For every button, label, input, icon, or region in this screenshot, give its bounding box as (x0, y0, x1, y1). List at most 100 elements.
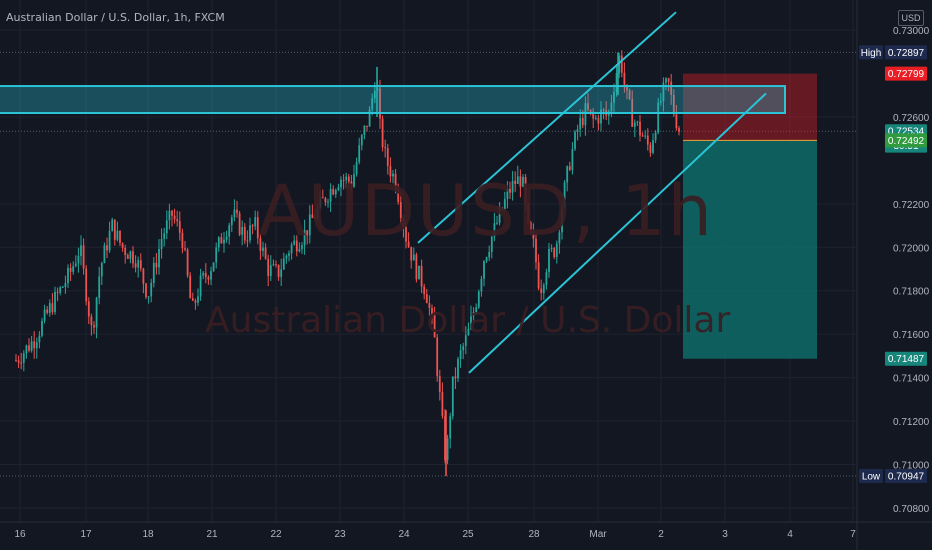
candle-body (38, 335, 41, 343)
candle-body (61, 286, 64, 288)
candle-body (597, 117, 600, 124)
candle-body (74, 263, 77, 266)
candle-body (124, 247, 127, 256)
candle-body (662, 82, 665, 101)
price-label-box (885, 45, 927, 60)
candle-body (59, 287, 62, 293)
candle-body (516, 176, 519, 184)
x-tick-label: 24 (398, 529, 410, 540)
candle-body (82, 245, 85, 269)
candle-body (405, 227, 407, 242)
candle-body (186, 249, 189, 276)
candle-body (80, 245, 82, 256)
candle-body (594, 117, 597, 119)
y-tick-label: 0.71000 (893, 461, 930, 472)
candle-body (241, 226, 244, 235)
candle-body (438, 376, 441, 393)
candle-body (25, 345, 28, 354)
y-tick-label: 0.72600 (893, 113, 930, 124)
candle-body (67, 267, 69, 284)
price-label-box (885, 469, 927, 484)
candle-body (290, 244, 293, 254)
candle-body (129, 251, 132, 259)
price-axis: 0.73000 0.72600 0.72200 0.72000 0.71800 0.716… (856, 0, 930, 550)
y-tick-label: 0.73000 (893, 26, 930, 37)
candle-body (51, 303, 54, 313)
candle-body (347, 176, 350, 182)
candle-body (646, 135, 649, 145)
candle-body (163, 233, 166, 239)
candle-body (654, 132, 657, 141)
candle-body (392, 173, 394, 177)
candle-body (581, 117, 584, 126)
candle-body (87, 301, 90, 317)
candle-body (236, 209, 238, 214)
y-tick-label: 0.71200 (893, 417, 930, 428)
x-tick-label: Mar (589, 529, 607, 540)
candle-body (509, 188, 511, 193)
candle-body (389, 165, 392, 177)
x-tick-label: 4 (787, 529, 793, 540)
drawings (0, 11, 786, 374)
candle-body (217, 237, 220, 248)
candle-body (85, 268, 88, 302)
candle-body (407, 241, 410, 247)
candle-body (228, 225, 231, 237)
candle-body (54, 291, 56, 313)
currency-button[interactable]: USD (898, 10, 924, 26)
candle-body (485, 257, 488, 262)
candle-body (397, 189, 400, 203)
candle-body (353, 174, 355, 187)
y-tick-label: 0.72200 (893, 200, 930, 211)
x-tick-label: 7 (850, 529, 856, 540)
candle-body (431, 307, 433, 315)
candle-body (553, 248, 556, 258)
candle-body (522, 176, 524, 187)
candle-body (636, 121, 639, 123)
candle-body (600, 109, 602, 124)
candle-body (121, 243, 124, 248)
candle-body (207, 277, 210, 280)
candle-body (334, 190, 337, 195)
candle-body (574, 131, 576, 150)
x-tick-label: 3 (722, 529, 728, 540)
candle-body (558, 232, 561, 244)
candle-body (269, 265, 272, 277)
candle-body (238, 213, 241, 235)
candle-body (678, 128, 680, 132)
candle-body (639, 121, 641, 136)
candle-body (464, 335, 467, 347)
candle-body (194, 300, 197, 303)
candle-body (602, 109, 605, 111)
candle-body (314, 218, 316, 220)
candle-body (667, 78, 670, 82)
candle-body (529, 222, 532, 233)
candle-body (116, 230, 119, 240)
candle-body (288, 253, 290, 256)
candle-body (340, 179, 342, 188)
candle-body (561, 206, 563, 233)
candle-body (293, 240, 296, 245)
candle-body (319, 197, 322, 208)
target-zone (683, 140, 817, 359)
price-label-value: 0.72897 (888, 48, 925, 59)
candle-body (579, 117, 582, 130)
candle-body (46, 309, 49, 313)
candle-body (454, 376, 457, 379)
candle-body (449, 416, 452, 439)
candle-body (626, 84, 628, 91)
candle-body (28, 345, 30, 351)
candle-body (368, 109, 371, 127)
candle-body (620, 55, 623, 73)
y-tick-label: 0.70800 (893, 504, 930, 515)
candle-body (675, 114, 678, 129)
candles (15, 50, 680, 477)
price-label-value: 0.72492 (888, 136, 925, 147)
candle-body (665, 78, 667, 83)
candle-body (446, 438, 449, 461)
candle-body (652, 140, 654, 153)
candle-body (30, 341, 33, 351)
candle-body (467, 328, 470, 336)
candle-body (282, 258, 285, 270)
